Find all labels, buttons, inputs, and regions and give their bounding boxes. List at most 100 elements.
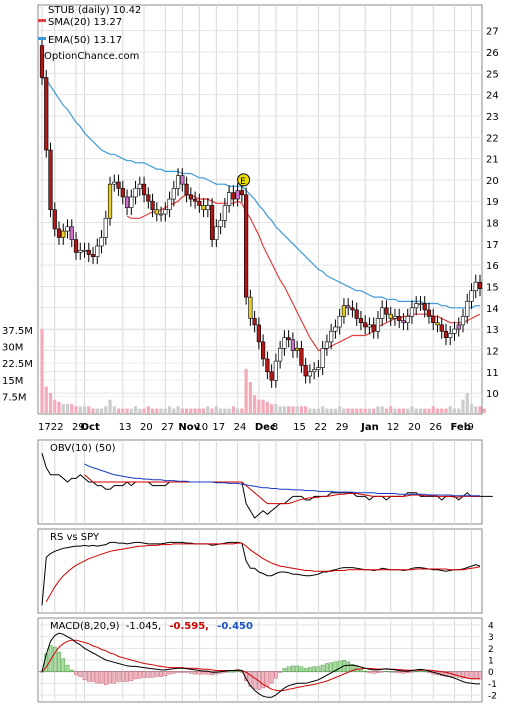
x-tick-label: 22 <box>51 422 64 433</box>
macd-hist-bar <box>146 671 151 678</box>
volume-bar <box>270 404 274 413</box>
candle-body <box>286 337 291 341</box>
macd-hist-bar <box>150 671 155 678</box>
candle-body <box>192 198 198 202</box>
volume-tick-label: 37.5M <box>2 326 33 337</box>
candle-body <box>392 316 398 319</box>
volume-bar <box>61 404 65 413</box>
candle-body <box>256 324 261 343</box>
x-tick-label: 22 <box>314 422 327 433</box>
candle-body <box>103 217 108 238</box>
volume-bar <box>87 406 91 413</box>
volume-bar <box>223 408 227 413</box>
volume-bar <box>257 399 261 413</box>
candle-body <box>44 77 49 151</box>
volume-bar <box>295 406 299 413</box>
volume-bar <box>125 408 129 413</box>
price-tick-label: 22 <box>486 133 499 144</box>
candle-body <box>354 309 359 319</box>
volume-bar <box>112 406 116 413</box>
candle-body <box>112 181 117 185</box>
x-tick-label: Jan <box>360 422 379 433</box>
candle-body <box>303 365 308 377</box>
volume-bar <box>478 406 482 413</box>
candle-body <box>141 183 147 196</box>
volume-bar <box>201 408 206 413</box>
macd-hist-bar <box>380 671 385 673</box>
macd-hist-bar <box>137 671 142 679</box>
candle-body <box>120 188 125 198</box>
x-tick-label: 26 <box>429 422 442 433</box>
candle-body <box>95 245 100 257</box>
x-tick-label: 20 <box>408 422 421 433</box>
volume-bar <box>40 328 44 413</box>
volume-bar <box>291 406 295 413</box>
candle-body <box>239 190 244 196</box>
volume-bar <box>57 401 61 413</box>
candle-body <box>443 330 449 338</box>
volume-tick-label: 7.5M <box>2 392 27 403</box>
price-tick-label: 24 <box>486 91 499 102</box>
macd-hist-bar <box>291 665 295 672</box>
volume-bar <box>172 408 176 413</box>
macd-legend-signal: -0.595, <box>169 621 209 632</box>
candle-body <box>244 194 249 298</box>
macd-hist-bar <box>359 668 363 672</box>
volume-bar <box>461 399 465 413</box>
macd-hist-bar <box>154 671 159 677</box>
volume-bar <box>457 408 461 413</box>
sma-legend-label: SMA(20) 13.27 <box>48 17 122 28</box>
candle-body <box>133 188 138 198</box>
volume-bar <box>197 408 201 413</box>
volume-bar <box>244 368 248 413</box>
x-tick-label: 15 <box>293 422 306 433</box>
candle-body <box>146 194 151 202</box>
volume-bar <box>99 408 104 413</box>
earnings-marker-label: E <box>240 177 246 187</box>
volume-bar <box>133 406 138 413</box>
price-tick-label: 14 <box>486 304 499 315</box>
macd-hist-bar <box>388 671 393 673</box>
volume-bar <box>299 406 303 413</box>
candle-body <box>180 175 185 185</box>
macd-hist-bar <box>159 671 163 677</box>
ema50-line <box>41 77 480 309</box>
price-tick-label: 17 <box>486 240 499 251</box>
volume-bar <box>431 406 435 413</box>
macd-hist-bar <box>240 671 244 673</box>
macd-tick-label: 3 <box>488 633 494 643</box>
macd-hist-bar <box>125 671 129 682</box>
macd-hist-bar <box>197 671 202 675</box>
macd-hist-bar <box>422 671 427 673</box>
macd-hist-bar <box>184 671 189 673</box>
macd-hist-bar <box>210 671 214 676</box>
macd-hist-bar <box>167 671 172 675</box>
macd-hist-bar <box>86 671 91 682</box>
candle-body <box>456 324 461 330</box>
obv-legend: OBV(10) (50) <box>50 443 116 454</box>
volume-bar <box>82 406 87 413</box>
volume-bar <box>146 406 150 413</box>
macd-hist-bar <box>69 669 74 672</box>
obv-line-2 <box>84 463 480 497</box>
macd-tick-label: -2 <box>488 692 497 702</box>
macd-tick-label: 0 <box>488 668 494 678</box>
volume-bar <box>265 401 269 413</box>
volume-bar <box>227 408 231 413</box>
candle-body <box>299 348 304 366</box>
macd-hist-bar <box>40 671 44 673</box>
x-tick-label: 10 <box>195 422 208 433</box>
candle-body <box>397 316 402 321</box>
macd-hist-bar <box>371 671 376 674</box>
macd-legend-hist: -0.450 <box>217 621 253 632</box>
price-tick-label: 27 <box>486 27 499 38</box>
macd-hist-bar <box>227 671 231 673</box>
candle-body <box>39 45 45 78</box>
macd-hist-bar <box>414 670 419 672</box>
volume-bar <box>401 408 406 413</box>
volume-bar <box>427 408 431 413</box>
candle-body <box>469 290 474 302</box>
macd-hist-bar <box>82 671 87 681</box>
macd-hist-bar <box>274 671 278 679</box>
